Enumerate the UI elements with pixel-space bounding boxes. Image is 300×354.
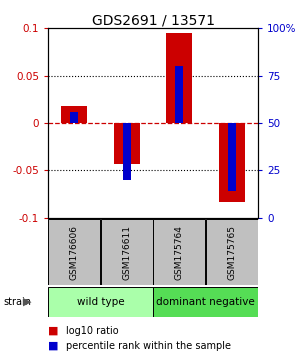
Bar <box>219 123 245 202</box>
Bar <box>228 123 236 191</box>
Bar <box>100 219 153 285</box>
Text: GSM176606: GSM176606 <box>70 225 79 280</box>
Bar <box>48 287 153 317</box>
Bar <box>123 123 131 180</box>
Bar <box>48 219 100 285</box>
Text: GSM176611: GSM176611 <box>122 225 131 280</box>
Bar <box>114 123 140 164</box>
Text: wild type: wild type <box>77 297 124 307</box>
Text: GSM175764: GSM175764 <box>175 225 184 280</box>
Bar <box>61 106 87 123</box>
Text: log10 ratio: log10 ratio <box>66 326 118 336</box>
Text: ▶: ▶ <box>23 297 31 307</box>
Text: percentile rank within the sample: percentile rank within the sample <box>66 341 231 351</box>
Bar <box>175 66 183 123</box>
Text: strain: strain <box>3 297 31 307</box>
Bar <box>153 219 206 285</box>
Bar <box>70 112 78 123</box>
Bar <box>166 33 192 123</box>
Text: GSM175765: GSM175765 <box>227 225 236 280</box>
Title: GDS2691 / 13571: GDS2691 / 13571 <box>92 13 214 27</box>
Text: ■: ■ <box>48 326 58 336</box>
Text: dominant negative: dominant negative <box>156 297 255 307</box>
Bar <box>206 219 258 285</box>
Text: ■: ■ <box>48 341 58 351</box>
Bar <box>153 287 258 317</box>
